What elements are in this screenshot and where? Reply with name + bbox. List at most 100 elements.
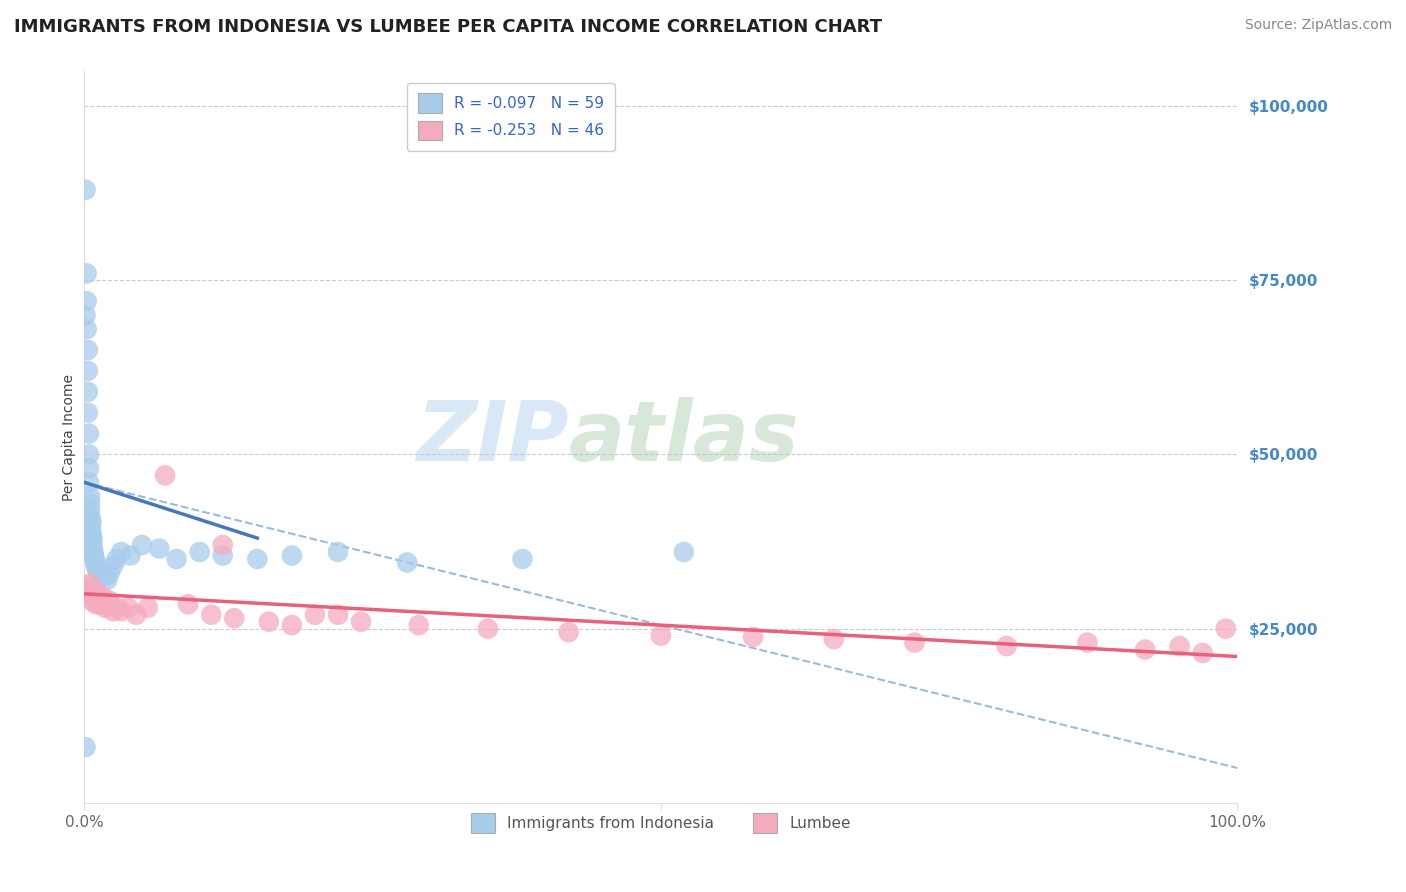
Point (91, 591, 114, 605)
Point (211, 538, 233, 552)
Point (86, 562, 108, 576)
Point (94, 600, 117, 615)
Point (75, 740, 97, 755)
Point (903, 635, 925, 649)
Point (281, 618, 304, 632)
Point (76, 294, 98, 309)
Point (86, 594, 108, 608)
Point (995, 639, 1018, 653)
Point (80, 587, 103, 601)
Point (83, 553, 105, 567)
Point (94, 569, 117, 583)
Legend: Immigrants from Indonesia, Lumbee: Immigrants from Indonesia, Lumbee (465, 807, 856, 839)
Point (76, 406, 98, 420)
Point (77, 587, 100, 601)
Text: IMMIGRANTS FROM INDONESIA VS LUMBEE PER CAPITA INCOME CORRELATION CHART: IMMIGRANTS FROM INDONESIA VS LUMBEE PER … (14, 18, 882, 36)
Point (350, 615, 373, 629)
Point (103, 558, 124, 573)
Point (1133, 642, 1156, 657)
Point (326, 607, 349, 622)
Point (82, 534, 104, 549)
Point (77, 475, 100, 490)
Point (89, 597, 111, 611)
Point (477, 622, 499, 636)
Point (136, 600, 159, 615)
Point (224, 611, 246, 625)
Point (1076, 635, 1098, 649)
Point (79, 510, 101, 524)
Point (110, 545, 132, 559)
Point (76, 343, 98, 357)
Point (98, 594, 121, 608)
Point (650, 629, 672, 643)
Point (98, 566, 121, 580)
Point (79, 576, 101, 591)
Point (83, 552, 105, 566)
Point (166, 552, 188, 566)
Point (80, 514, 103, 528)
Point (84, 558, 107, 573)
Point (82, 531, 104, 545)
Point (75, 183, 97, 197)
Point (80, 524, 103, 538)
Point (177, 597, 200, 611)
Point (77, 448, 100, 462)
Point (1168, 639, 1191, 653)
Point (77, 461, 100, 475)
Point (75, 308, 97, 322)
Point (742, 630, 765, 644)
Point (326, 545, 349, 559)
Point (89, 566, 111, 580)
Point (77, 426, 100, 441)
Point (76, 580, 98, 594)
Point (83, 549, 105, 563)
Point (105, 600, 128, 615)
Point (153, 468, 176, 483)
Point (103, 604, 124, 618)
Point (408, 618, 430, 632)
Point (246, 552, 269, 566)
Y-axis label: Per Capita Income: Per Capita Income (62, 374, 76, 500)
Point (76, 384, 98, 399)
Point (125, 607, 148, 622)
Point (89, 566, 111, 580)
Point (91, 567, 114, 582)
Point (76, 583, 98, 598)
Point (87, 563, 110, 577)
Point (83, 545, 105, 559)
Point (105, 552, 128, 566)
Point (82, 541, 104, 556)
Point (120, 549, 142, 563)
Point (79, 503, 101, 517)
Point (82, 583, 104, 598)
Point (257, 615, 280, 629)
Point (557, 625, 579, 640)
Text: ZIP: ZIP (416, 397, 568, 477)
Point (79, 496, 101, 510)
Point (188, 545, 211, 559)
Point (823, 632, 845, 646)
Point (200, 607, 222, 622)
Point (96, 597, 118, 611)
Point (87, 587, 110, 601)
Point (83, 591, 105, 605)
Point (80, 527, 103, 541)
Point (211, 549, 233, 563)
Point (117, 600, 139, 615)
Point (76, 266, 98, 280)
Point (131, 538, 153, 552)
Point (76, 322, 98, 336)
Point (148, 541, 170, 556)
Point (86, 560, 108, 574)
Point (80, 594, 103, 608)
Point (396, 556, 419, 570)
Point (84, 558, 107, 572)
Point (79, 489, 101, 503)
Point (512, 552, 534, 566)
Point (80, 517, 103, 532)
Point (672, 545, 695, 559)
Point (110, 604, 132, 618)
Text: Source: ZipAtlas.com: Source: ZipAtlas.com (1244, 18, 1392, 32)
Point (82, 538, 104, 552)
Point (281, 549, 304, 563)
